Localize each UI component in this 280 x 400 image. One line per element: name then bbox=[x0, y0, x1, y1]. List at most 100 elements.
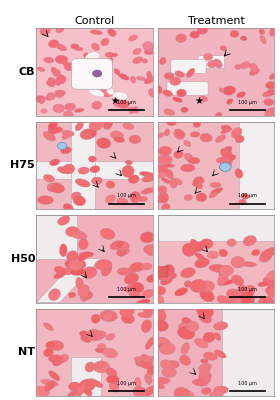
Ellipse shape bbox=[92, 101, 102, 110]
Ellipse shape bbox=[143, 356, 157, 362]
Ellipse shape bbox=[114, 137, 125, 142]
Ellipse shape bbox=[95, 260, 112, 270]
Ellipse shape bbox=[46, 341, 55, 349]
Ellipse shape bbox=[174, 151, 183, 158]
Ellipse shape bbox=[141, 362, 151, 369]
Ellipse shape bbox=[265, 108, 277, 116]
Ellipse shape bbox=[43, 323, 53, 331]
Ellipse shape bbox=[123, 123, 134, 130]
Ellipse shape bbox=[179, 322, 190, 332]
Ellipse shape bbox=[235, 169, 243, 178]
Ellipse shape bbox=[41, 379, 59, 386]
Ellipse shape bbox=[152, 380, 164, 389]
Ellipse shape bbox=[90, 65, 97, 72]
Ellipse shape bbox=[216, 157, 229, 163]
Circle shape bbox=[57, 142, 67, 150]
Ellipse shape bbox=[241, 194, 249, 199]
Ellipse shape bbox=[71, 192, 81, 200]
Ellipse shape bbox=[116, 241, 129, 251]
Ellipse shape bbox=[223, 86, 235, 95]
Ellipse shape bbox=[190, 31, 200, 38]
Text: ★: ★ bbox=[110, 96, 119, 106]
Ellipse shape bbox=[200, 239, 213, 248]
Ellipse shape bbox=[136, 76, 146, 80]
Ellipse shape bbox=[154, 295, 164, 308]
Ellipse shape bbox=[75, 47, 83, 51]
Ellipse shape bbox=[78, 284, 89, 297]
Ellipse shape bbox=[240, 62, 250, 69]
Text: Control: Control bbox=[75, 16, 115, 26]
Ellipse shape bbox=[219, 267, 229, 278]
Ellipse shape bbox=[47, 93, 55, 100]
Ellipse shape bbox=[188, 157, 200, 164]
Ellipse shape bbox=[71, 268, 85, 276]
Ellipse shape bbox=[218, 280, 235, 286]
Ellipse shape bbox=[103, 312, 112, 322]
Ellipse shape bbox=[47, 183, 62, 192]
Ellipse shape bbox=[110, 240, 123, 250]
Ellipse shape bbox=[35, 386, 50, 396]
Ellipse shape bbox=[239, 199, 246, 205]
Ellipse shape bbox=[211, 188, 223, 195]
Ellipse shape bbox=[105, 195, 116, 203]
Ellipse shape bbox=[53, 104, 65, 113]
Ellipse shape bbox=[114, 69, 120, 75]
Ellipse shape bbox=[207, 60, 218, 68]
Ellipse shape bbox=[155, 165, 168, 174]
Ellipse shape bbox=[125, 284, 137, 292]
FancyBboxPatch shape bbox=[171, 59, 206, 74]
Text: 100 μm: 100 μm bbox=[238, 100, 257, 105]
Ellipse shape bbox=[39, 97, 45, 104]
Ellipse shape bbox=[144, 386, 155, 396]
Ellipse shape bbox=[173, 97, 183, 102]
Ellipse shape bbox=[267, 287, 280, 298]
Ellipse shape bbox=[259, 29, 265, 34]
Ellipse shape bbox=[132, 282, 144, 292]
Ellipse shape bbox=[56, 25, 64, 33]
Ellipse shape bbox=[101, 89, 111, 96]
Ellipse shape bbox=[226, 289, 240, 299]
Ellipse shape bbox=[193, 177, 199, 186]
Ellipse shape bbox=[63, 111, 74, 119]
Ellipse shape bbox=[103, 90, 115, 97]
Ellipse shape bbox=[115, 97, 120, 103]
Ellipse shape bbox=[260, 35, 266, 44]
Ellipse shape bbox=[152, 377, 170, 384]
Ellipse shape bbox=[216, 112, 222, 118]
Ellipse shape bbox=[221, 125, 231, 130]
FancyBboxPatch shape bbox=[167, 82, 208, 95]
Ellipse shape bbox=[35, 96, 45, 103]
Ellipse shape bbox=[119, 74, 129, 80]
Circle shape bbox=[220, 163, 231, 171]
Ellipse shape bbox=[57, 75, 66, 84]
Ellipse shape bbox=[131, 76, 136, 83]
Ellipse shape bbox=[148, 88, 158, 97]
Ellipse shape bbox=[227, 239, 236, 246]
Ellipse shape bbox=[226, 155, 232, 166]
Text: ★: ★ bbox=[194, 96, 203, 106]
Ellipse shape bbox=[130, 106, 137, 114]
Ellipse shape bbox=[37, 67, 45, 72]
Ellipse shape bbox=[92, 177, 102, 184]
Ellipse shape bbox=[153, 337, 170, 345]
Ellipse shape bbox=[210, 182, 221, 188]
Ellipse shape bbox=[163, 169, 173, 176]
Ellipse shape bbox=[179, 355, 191, 365]
Ellipse shape bbox=[214, 391, 224, 396]
Ellipse shape bbox=[181, 164, 195, 172]
Ellipse shape bbox=[62, 132, 71, 139]
Ellipse shape bbox=[125, 160, 132, 165]
Ellipse shape bbox=[244, 297, 255, 306]
Ellipse shape bbox=[83, 53, 90, 58]
Ellipse shape bbox=[122, 316, 131, 322]
Ellipse shape bbox=[190, 132, 200, 137]
Ellipse shape bbox=[260, 249, 274, 261]
Ellipse shape bbox=[80, 129, 95, 140]
Ellipse shape bbox=[138, 312, 151, 318]
Ellipse shape bbox=[181, 343, 190, 354]
Ellipse shape bbox=[69, 382, 81, 391]
Ellipse shape bbox=[114, 101, 122, 107]
Ellipse shape bbox=[171, 178, 183, 185]
Ellipse shape bbox=[66, 226, 80, 237]
Polygon shape bbox=[71, 122, 95, 209]
